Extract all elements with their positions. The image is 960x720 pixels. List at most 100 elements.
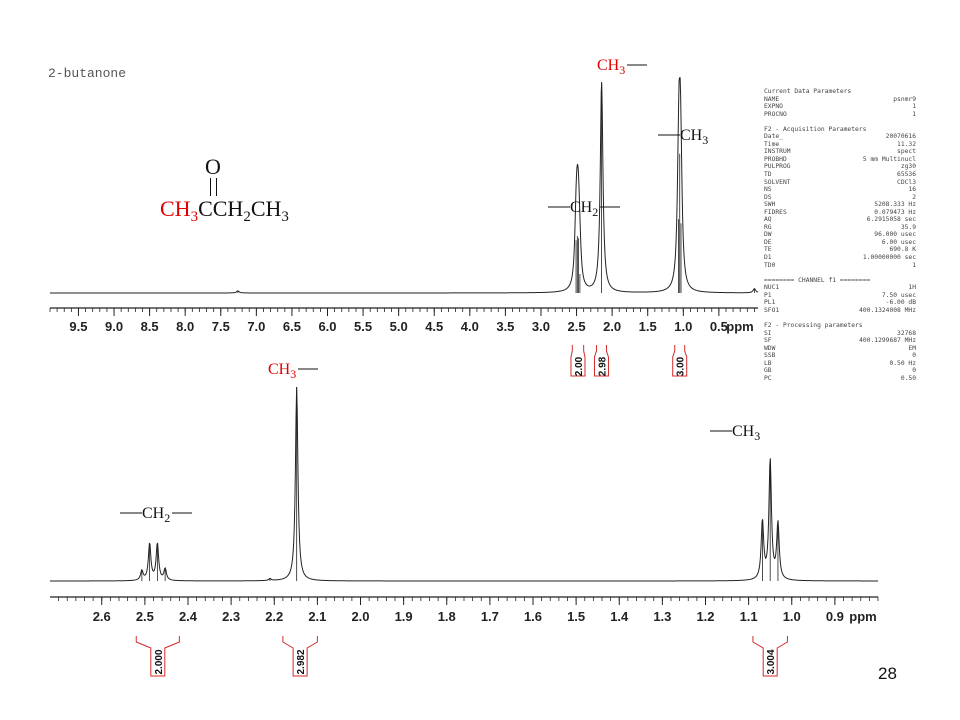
annotation-label: CH3 <box>732 423 760 443</box>
parameter-row: F2 - Processing parameters <box>764 322 916 330</box>
parameter-row: DS 2 <box>764 194 916 202</box>
parameter-value: 1 <box>912 261 916 269</box>
methyl-red: CH3 <box>160 196 198 225</box>
parameter-row: F2 - Acquisition Parameters <box>764 126 916 134</box>
x-tick-label: 1.5 <box>567 609 585 624</box>
integral-region: 2.98 <box>593 345 609 377</box>
annotation-sub: 3 <box>702 133 708 147</box>
parameter-row: PULPROG zg30 <box>764 163 916 171</box>
annotation-sub: 3 <box>619 63 625 77</box>
parameter-row: PROCNO 1 <box>764 111 916 119</box>
integral-label: 2.982 <box>296 649 307 674</box>
annotation-sub: 3 <box>290 367 296 381</box>
x-tick-label: 3.0 <box>532 319 550 334</box>
parameter-value: 5 mm Multinucl <box>862 155 916 163</box>
parameter-value: 6.2915058 sec <box>866 216 916 224</box>
integral-bracket <box>672 345 688 377</box>
parameter-row: FIDRES 0.079473 Hz <box>764 209 916 217</box>
parameter-row: SSB 0 <box>764 352 916 360</box>
methyl-red-sub: 3 <box>190 209 199 225</box>
x-tick-label: 1.6 <box>524 609 542 624</box>
parameter-key: PULPROG <box>764 163 791 171</box>
parameter-row: Time 11.32 <box>764 141 916 149</box>
x-tick-label: 1.0 <box>783 609 801 624</box>
parameter-value: 0.50 <box>900 374 916 382</box>
x-tick-label: 2.2 <box>265 609 283 624</box>
x-tick-label: 8.5 <box>141 319 159 334</box>
integral-bracket <box>135 636 180 677</box>
peak-annotation: CH3 <box>658 127 708 147</box>
parameter-row: NAME psnmr9 <box>764 96 916 104</box>
double-bond <box>210 178 217 196</box>
parameter-key: NUC1 <box>764 284 780 292</box>
parameter-key: SSB <box>764 352 776 360</box>
parameter-key: SFO1 <box>764 306 780 314</box>
x-tick-label: 1.4 <box>610 609 629 624</box>
x-tick-label: 1.3 <box>653 609 671 624</box>
parameter-key: PL1 <box>764 299 776 307</box>
x-tick-label: 2.0 <box>351 609 369 624</box>
parameter-value: 1 <box>912 103 916 111</box>
parameter-row: P1 7.50 usec <box>764 292 916 300</box>
x-tick-label: 1.2 <box>696 609 714 624</box>
parameter-row <box>764 118 916 126</box>
annotation-sub: 2 <box>164 511 170 525</box>
parameter-key: LB <box>764 359 772 367</box>
parameter-row: DE 6.00 usec <box>764 239 916 247</box>
parameter-row: AQ 6.2915058 sec <box>764 216 916 224</box>
parameter-key: P1 <box>764 291 772 299</box>
formula-part-1-sub: 2 <box>243 209 251 225</box>
integral-bracket <box>752 636 788 677</box>
formula-line: CH3CCH2CH3 <box>160 196 289 226</box>
parameter-row: SFO1 400.1324008 MHz <box>764 307 916 315</box>
integral-label: 2.000 <box>154 649 165 674</box>
integral-region: 2.000 <box>135 636 180 677</box>
integral-region: 2.00 <box>570 345 586 377</box>
parameter-value: zg30 <box>900 163 916 171</box>
x-tick-label: 1.9 <box>395 609 413 624</box>
annotation-main: CH <box>570 199 593 216</box>
parameter-key: FIDRES <box>764 208 787 216</box>
parameter-row: NUC1 1H <box>764 284 916 292</box>
x-tick-label: 9.0 <box>105 319 123 334</box>
parameter-key: GB <box>764 367 772 375</box>
parameter-value: 32768 <box>897 329 916 337</box>
parameter-value: 0.50 Hz <box>889 359 916 367</box>
parameter-row: TD 65536 <box>764 171 916 179</box>
parameter-value: 5208.333 Hz <box>874 201 916 209</box>
parameter-key: PROBHD <box>764 155 787 163</box>
parameter-key: INSTRUM <box>764 148 791 156</box>
parameter-key: TE <box>764 246 772 254</box>
parameter-row: SF 400.1299687 MHz <box>764 337 916 345</box>
x-tick-label: 1.5 <box>639 319 657 334</box>
peak-annotation: CH2 <box>120 505 192 525</box>
x-tick-label: 8.0 <box>176 319 194 334</box>
x-tick-label: 7.0 <box>247 319 265 334</box>
formula-part-2: CH <box>250 196 282 221</box>
x-tick-label: 2.6 <box>93 609 111 624</box>
x-tick-label: 1.1 <box>740 609 758 624</box>
integral-bracket <box>593 345 609 377</box>
parameter-value: 2 <box>912 193 916 201</box>
x-tick-label: 6.0 <box>318 319 336 334</box>
parameter-key: PROCNO <box>764 110 787 118</box>
parameter-key: WDW <box>764 344 776 352</box>
parameter-key: D1 <box>764 254 772 262</box>
x-tick-label: 6.5 <box>283 319 301 334</box>
parameter-value: 690.8 K <box>889 246 916 254</box>
parameter-key: DW <box>764 231 772 239</box>
parameter-key: F2 - Acquisition Parameters <box>764 125 867 133</box>
parameter-row: TD0 1 <box>764 262 916 270</box>
integral-bracket <box>570 345 586 377</box>
parameter-key: PC <box>764 374 772 382</box>
parameter-key <box>764 118 768 126</box>
peak-annotation: CH2 <box>548 199 620 219</box>
compound-name: 2-butanone <box>48 66 127 81</box>
parameter-value: 400.1324008 MHz <box>859 306 916 314</box>
annotation-label: CH3 <box>597 57 625 77</box>
peak-annotation: CH3 <box>268 361 318 381</box>
parameter-key: SOLVENT <box>764 178 791 186</box>
parameter-value: spect <box>897 148 916 156</box>
